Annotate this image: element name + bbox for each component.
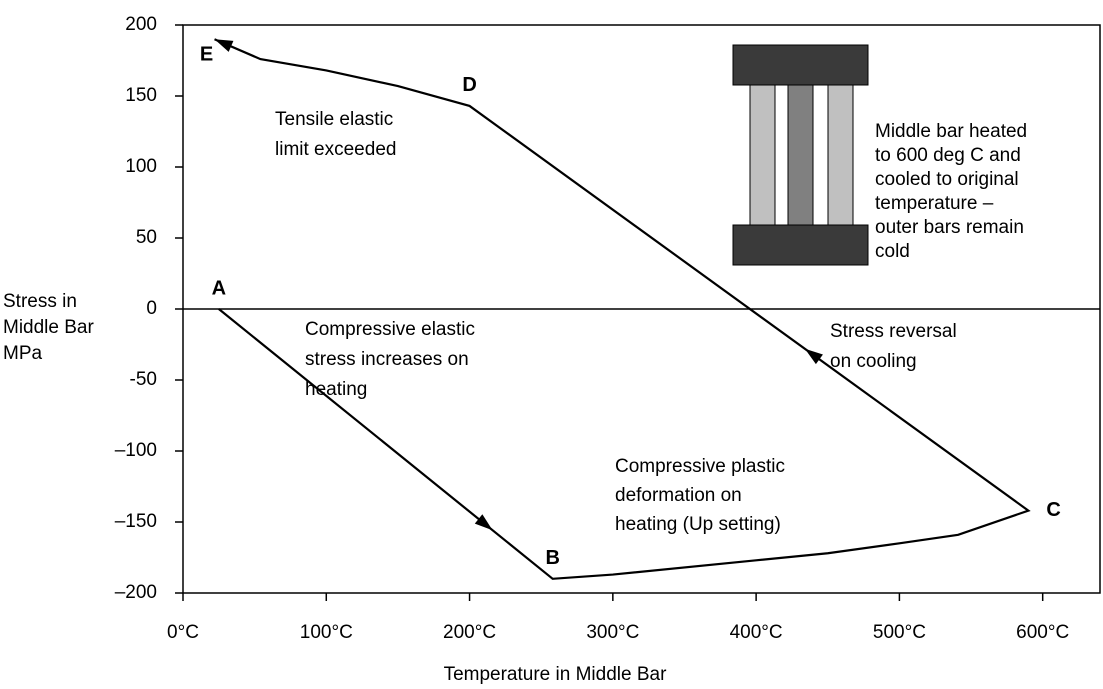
y-tick-label: –150 — [115, 511, 157, 532]
bottom-block — [733, 225, 868, 265]
y-axis-title: Middle Bar — [3, 317, 94, 338]
x-tick-label: 200°C — [443, 622, 496, 643]
x-tick-label: 300°C — [586, 622, 639, 643]
point-label: D — [462, 74, 476, 96]
annotation: temperature – — [875, 193, 994, 214]
chart: Temperature in Middle Bar –200 –150 –100 -5… — [0, 0, 1103, 689]
x-tick-label: 500°C — [873, 622, 926, 643]
annotation: heating (Up setting) — [615, 514, 781, 535]
annotation: Compressive plastic — [615, 456, 785, 477]
y-tick-label: –200 — [115, 582, 157, 603]
annotation: cold — [875, 241, 910, 262]
annotation: to 600 deg C and — [875, 145, 1021, 166]
point-label: E — [200, 43, 213, 65]
y-tick-label: -50 — [130, 369, 157, 390]
top-block — [733, 45, 868, 85]
point-label: B — [545, 547, 559, 569]
annotation: Compressive elastic — [305, 319, 475, 340]
point-label: A — [212, 277, 226, 299]
y-tick-label: 50 — [136, 227, 157, 248]
y-tick-label: 200 — [125, 14, 157, 35]
arrowhead — [215, 39, 234, 52]
y-tick-label: 100 — [125, 156, 157, 177]
annotation: stress increases on — [305, 349, 469, 370]
annotation: Stress reversal — [830, 321, 957, 342]
y-tick-label: –100 — [115, 440, 157, 461]
x-tick-label: 100°C — [300, 622, 353, 643]
inset-diagram — [733, 45, 868, 265]
annotation: deformation on — [615, 485, 742, 506]
annotation: cooled to original — [875, 169, 1019, 190]
annotation: limit exceeded — [275, 139, 396, 160]
annotation: Middle bar heated — [875, 121, 1027, 142]
annotation: outer bars remain — [875, 217, 1024, 238]
outer-bar — [828, 85, 853, 225]
annotation: on cooling — [830, 351, 917, 372]
middle-bar — [788, 85, 813, 225]
y-axis-title: MPa — [3, 343, 43, 364]
x-tick-label: 400°C — [730, 622, 783, 643]
x-tick-label: 600°C — [1016, 622, 1069, 643]
arrowhead — [805, 349, 823, 364]
y-axis-title: Stress in — [3, 291, 77, 312]
x-axis-title: Temperature in Middle Bar — [444, 664, 667, 685]
x-tick-label: 0°C — [167, 622, 199, 643]
outer-bar — [750, 85, 775, 225]
point-label: C — [1046, 499, 1060, 521]
y-tick-label: 0 — [146, 298, 157, 319]
annotation: Tensile elastic — [275, 109, 393, 130]
y-tick-label: 150 — [125, 85, 157, 106]
annotation: heating — [305, 379, 367, 400]
